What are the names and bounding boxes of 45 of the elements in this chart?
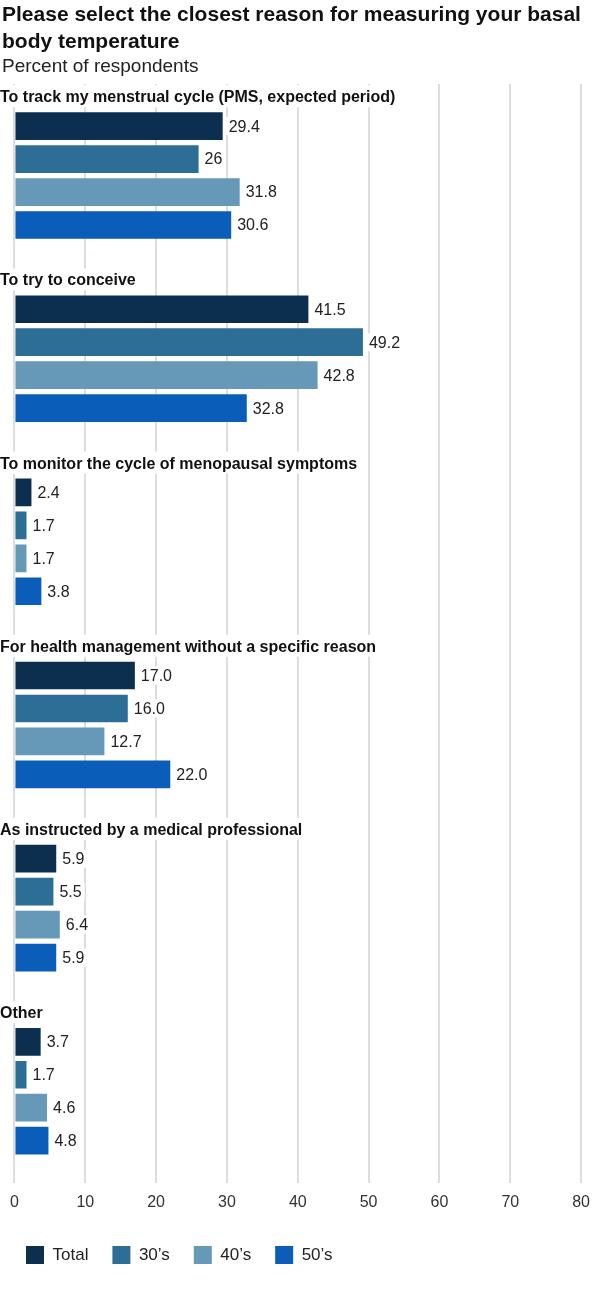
data-label: 32.8 [252,399,285,417]
data-label: 6.4 [65,915,89,933]
data-label: 12.7 [110,732,142,750]
legend-label: Total [52,1244,89,1264]
legend-label: 30’s [138,1244,170,1264]
y-tick-label: To try to conceive [0,271,136,289]
data-label: 3.8 [47,582,70,600]
data-label: 26 [204,150,223,168]
data-label: 49.2 [368,333,401,351]
x-tick-label: 60 [430,1192,449,1210]
x-tick-label: 10 [76,1192,95,1210]
x-tick-label: 70 [501,1192,520,1210]
data-label: 22.0 [176,765,208,783]
y-tick-label: To monitor the cycle of menopausal symptoms [0,454,358,472]
data-label: 4.8 [54,1132,77,1150]
x-tick-label: 30 [218,1192,236,1210]
data-label: 16.0 [133,699,166,717]
data-label: 5.5 [59,883,82,901]
data-label: 29.4 [228,117,260,135]
data-label: 41.5 [314,300,346,318]
data-label: 1.7 [32,516,55,534]
y-tick-label: For health management without a specific reason [0,637,377,655]
legend-label: 40’s [220,1244,252,1264]
legend-label: 50’s [301,1244,333,1264]
x-tick-label: 40 [288,1192,307,1210]
y-tick-label: To track my menstrual cycle (PMS, expected period) [0,88,396,106]
chart-subtitle: Percent of respondents [1,54,200,78]
y-tick-label: As instructed by a medical professional [0,820,303,838]
data-label: 42.8 [323,366,355,384]
data-label: 1.7 [32,549,55,567]
data-label: 2.4 [37,483,60,501]
chart-title: Please select the closest reason for measuring your basal body temperature [1,1,582,54]
x-tick-label: 20 [147,1192,166,1210]
data-label: 1.7 [32,1066,55,1084]
data-label: 5.9 [62,948,85,966]
data-label: 4.6 [53,1099,76,1117]
x-tick-label: 0 [10,1192,19,1210]
data-label: 3.7 [46,1033,69,1051]
data-label: 30.6 [237,216,269,234]
data-label: 5.9 [62,850,85,868]
x-tick-label: 50 [359,1192,378,1210]
data-label: 31.8 [245,183,277,201]
data-label: 17.0 [140,666,173,684]
x-tick-label: 80 [572,1192,591,1210]
y-tick-label: Other [0,1003,43,1021]
